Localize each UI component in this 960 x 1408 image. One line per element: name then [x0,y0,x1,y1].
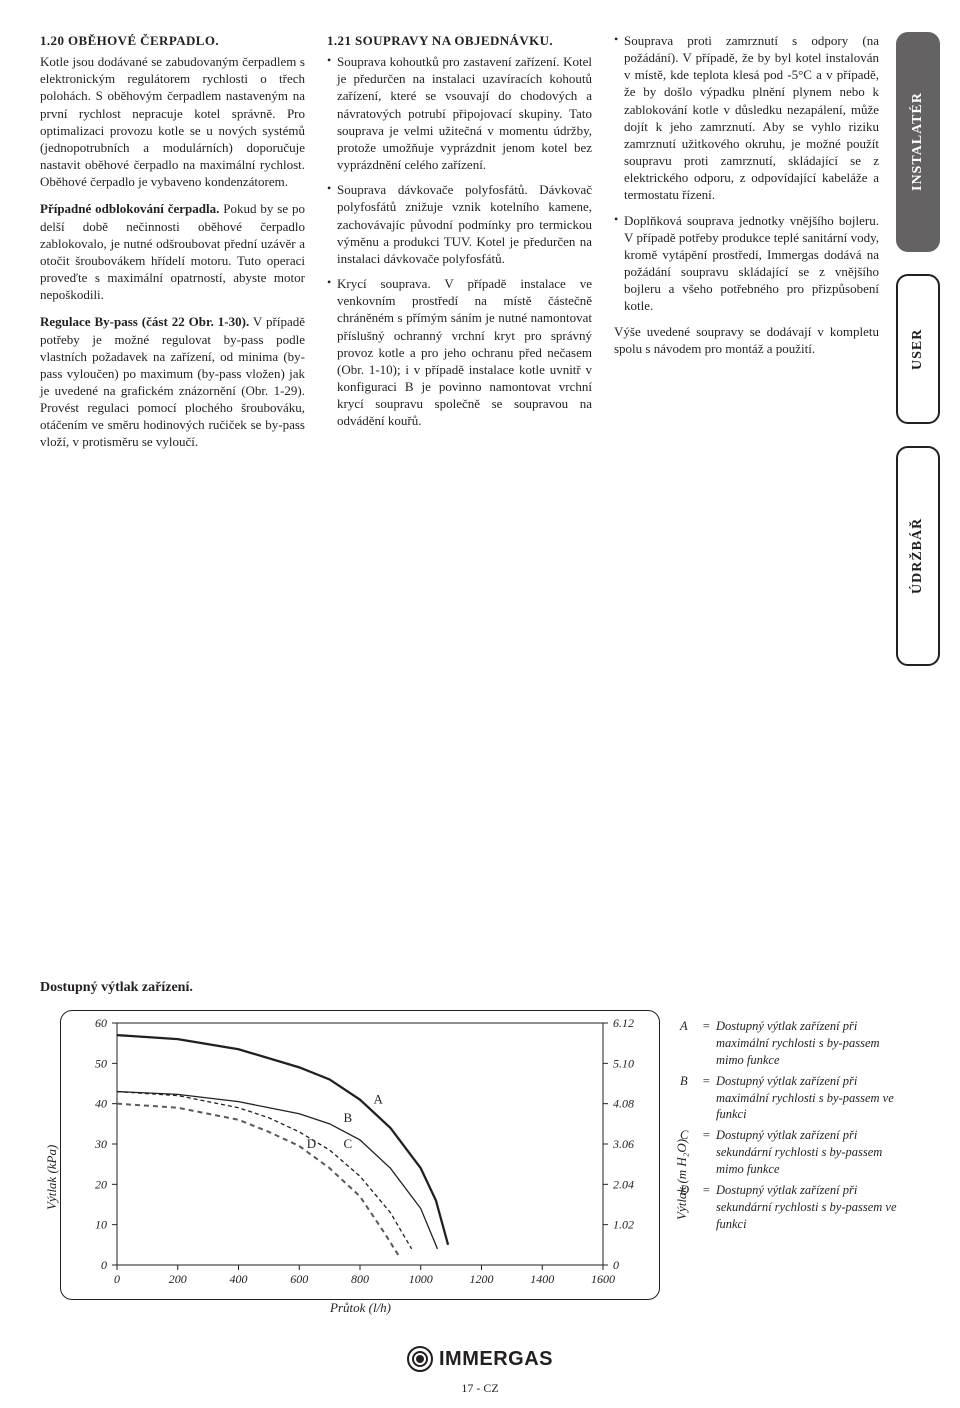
para-1-20-intro: Kotle jsou dodávané se zabudovaným čerpa… [40,53,305,190]
chart-title: Dostupný výtlak zařízení. [40,980,193,996]
para-odblokovani: Případné odblokování čerpadla. Pokud by … [40,200,305,303]
lead-bypass: Regulace By-pass (část 22 Obr. 1-30). [40,314,249,329]
svg-text:1200: 1200 [470,1272,494,1286]
legend-b: Dostupný výtlak zařízení při maximální r… [716,1073,910,1124]
text-bypass: V případě potřeby je možné regulovat by-… [40,314,305,449]
svg-text:400: 400 [230,1272,248,1286]
footer: IMMERGAS 17 - CZ [0,1346,960,1396]
x-axis-label: Průtok (l/h) [330,1300,391,1316]
svg-text:1.02: 1.02 [613,1218,634,1232]
legend-c: Dostupný výtlak zařízení při sekundární … [716,1127,910,1178]
y-axis-label-left: Výtlak (kPa) [44,1145,60,1210]
column-1: 1.20 OBĚHOVÉ ČERPADLO. Kotle jsou dodáva… [40,32,305,461]
column-3: Souprava proti zamrznutí s odpory (na po… [614,32,879,461]
kit-external-boiler: Doplňková souprava jednotky vnějšího boj… [614,212,879,315]
svg-text:600: 600 [290,1272,308,1286]
svg-text:10: 10 [95,1218,107,1232]
svg-text:0: 0 [114,1272,120,1286]
para-bypass: Regulace By-pass (část 22 Obr. 1-30). V … [40,313,305,450]
kit-antifreeze: Souprava proti zamrznutí s odpory (na po… [614,32,879,204]
kit-shutoff-valves: Souprava kohoutků pro zastavení zařízení… [327,53,592,173]
svg-text:0: 0 [613,1258,619,1272]
svg-text:40: 40 [95,1097,107,1111]
text-odblokovani: Pokud by se po delší době nečinnosti obě… [40,201,305,302]
svg-text:A: A [374,1092,384,1107]
kits-closing-note: Výše uvedené soupravy se dodávají v komp… [614,323,879,357]
heading-1-20: 1.20 OBĚHOVÉ ČERPADLO. [40,32,305,49]
head-chart: 0200400600800100012001400160001020304050… [61,1011,659,1299]
svg-text:D: D [307,1136,316,1151]
svg-text:4.08: 4.08 [613,1097,634,1111]
kit-polyphosphate: Souprava dávkovače polyfosfátů. Dávkovač… [327,181,592,267]
heading-1-21: 1.21 SOUPRAVY NA OBJEDNÁVKU. [327,32,592,49]
chart-frame: 0200400600800100012001400160001020304050… [60,1010,660,1300]
kit-cover: Krycí souprava. V případě instalace ve v… [327,275,592,429]
lead-odblokovani: Případné odblokování čerpadla. [40,201,219,216]
chart-legend: A=Dostupný výtlak zařízení při maximální… [680,1018,910,1237]
tab-user[interactable]: USER [896,274,940,424]
brand-logo-text: IMMERGAS [439,1348,553,1371]
legend-d: Dostupný výtlak zařízení při sekundární … [716,1182,910,1233]
text-columns: 1.20 OBĚHOVÉ ČERPADLO. Kotle jsou dodáva… [40,32,920,461]
brand-logo: IMMERGAS [407,1346,553,1372]
svg-text:1000: 1000 [409,1272,433,1286]
tab-udrzbar[interactable]: ÚDRŽBÁŘ [896,446,940,666]
svg-text:5.10: 5.10 [613,1056,634,1070]
svg-text:1600: 1600 [591,1272,615,1286]
svg-text:200: 200 [169,1272,187,1286]
column-2: 1.21 SOUPRAVY NA OBJEDNÁVKU. Souprava ko… [327,32,592,461]
svg-text:800: 800 [351,1272,369,1286]
svg-text:60: 60 [95,1016,107,1030]
svg-text:0: 0 [101,1258,107,1272]
svg-text:1400: 1400 [530,1272,554,1286]
page-number: 17 - CZ [0,1381,960,1396]
svg-text:C: C [344,1136,353,1151]
side-tabs: INSTALATÉR USER ÚDRŽBÁŘ [896,32,940,666]
svg-text:50: 50 [95,1056,107,1070]
brand-logo-icon [407,1346,433,1372]
svg-text:6.12: 6.12 [613,1016,634,1030]
svg-text:3.06: 3.06 [612,1137,634,1151]
svg-text:30: 30 [94,1137,107,1151]
svg-text:20: 20 [95,1177,107,1191]
legend-a: Dostupný výtlak zařízení při maximální r… [716,1018,910,1069]
tab-instalater[interactable]: INSTALATÉR [896,32,940,252]
svg-text:B: B [344,1110,353,1125]
svg-text:2.04: 2.04 [613,1177,634,1191]
